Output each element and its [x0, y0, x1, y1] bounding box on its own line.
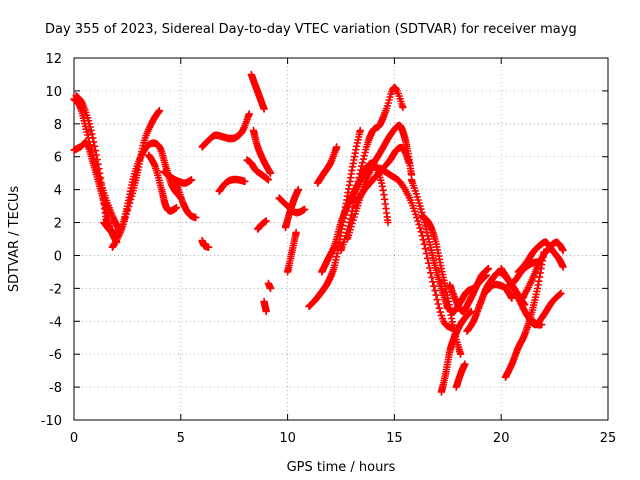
series-trace-s30 [418, 212, 465, 358]
series-s9 [198, 236, 213, 251]
series-trace-s12 [243, 156, 273, 184]
series-s34 [452, 360, 469, 391]
series-s28 [375, 164, 458, 332]
y-tick-label-7: 4 [54, 184, 62, 199]
series-s31 [437, 307, 476, 396]
series-trace-s20 [283, 228, 300, 276]
y-tick-label-8: 6 [54, 151, 62, 166]
series-trace-s13 [249, 126, 275, 177]
series-trace-s3 [72, 92, 110, 224]
series-trace-s33 [444, 271, 490, 316]
y-axis-label: SDTVAR / TECUs [7, 186, 22, 293]
series-s42 [529, 317, 546, 329]
series-trace-s17 [260, 297, 270, 316]
series-trace-s37 [501, 248, 548, 381]
series-s11 [215, 175, 249, 196]
series-s37 [501, 248, 548, 381]
series-trace-s27 [360, 159, 392, 227]
series-trace-s41 [518, 238, 567, 302]
series-s16 [264, 279, 275, 293]
y-tick-label-2: -6 [49, 348, 62, 363]
y-tick-label-11: 12 [45, 52, 62, 67]
series-s12 [243, 156, 273, 184]
series-s17 [260, 297, 270, 316]
x-tick-label-2: 10 [279, 431, 296, 446]
series-trace-s8 [172, 179, 200, 222]
series-s14 [247, 70, 268, 113]
series-trace-s28 [375, 164, 458, 332]
series-s5 [108, 139, 185, 251]
y-tick-label-10: 10 [45, 85, 62, 100]
y-tick-label-9: 8 [54, 118, 62, 133]
series-trace-s31 [437, 307, 476, 396]
x-tick-label-4: 20 [493, 431, 510, 446]
plot-frame [73, 57, 609, 421]
series-s3 [72, 92, 110, 224]
y-tick-label-5: 0 [54, 249, 62, 264]
y-tick-label-4: -2 [49, 282, 62, 297]
series-trace-s42 [529, 317, 546, 329]
series-trace-s6 [145, 151, 181, 215]
series-s41 [518, 238, 567, 302]
x-tick-label-5: 25 [600, 431, 617, 446]
series-trace-s16 [264, 279, 275, 293]
series-trace-s22 [313, 143, 341, 187]
series-s22 [313, 143, 341, 187]
series-s20 [283, 228, 300, 276]
series-s29 [407, 176, 452, 312]
series-trace-s9 [198, 236, 213, 251]
series-s10 [198, 110, 253, 151]
series-trace-s5 [108, 139, 185, 251]
series-s19 [281, 185, 303, 232]
chart-title: Day 355 of 2023, Sidereal Day-to-day VTE… [45, 22, 577, 37]
y-tick-label-3: -4 [49, 315, 62, 330]
x-tick-label-0: 0 [70, 431, 78, 446]
series-trace-s10 [198, 110, 253, 151]
series-trace-s29 [407, 176, 452, 312]
series-s27 [360, 159, 392, 227]
series-trace-s14 [247, 70, 268, 113]
y-tick-label-1: -8 [49, 381, 62, 396]
x-axis-label: GPS time / hours [287, 460, 396, 475]
series-s6 [145, 151, 181, 215]
axis-ticks: 0 5 10 15 20 25 -10 -8 -6 -4 -2 0 2 4 6 8 10 12 [41, 52, 617, 446]
series-trace-s15 [253, 217, 270, 233]
series-s8 [172, 179, 200, 222]
y-tick-label-6: 2 [54, 217, 62, 232]
series-s33 [444, 271, 490, 316]
series-trace-s19 [281, 185, 303, 232]
y-tick-label-0: -10 [41, 414, 62, 429]
series-s15 [253, 217, 270, 233]
x-tick-label-3: 15 [386, 431, 403, 446]
series-trace-s34 [452, 360, 469, 391]
series-s30 [418, 212, 465, 358]
x-tick-label-1: 5 [177, 431, 185, 446]
series-trace-s11 [215, 175, 249, 196]
data-series [70, 70, 567, 396]
series-s13 [249, 126, 275, 177]
